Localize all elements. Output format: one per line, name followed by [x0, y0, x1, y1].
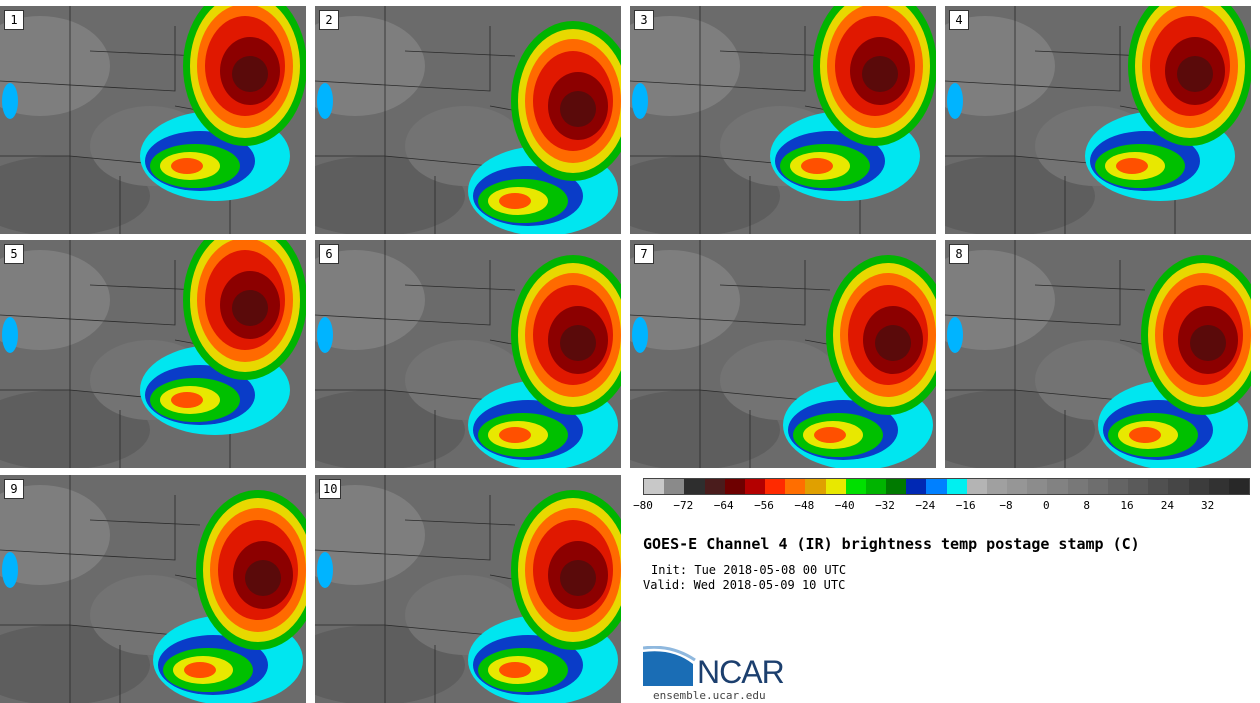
panel-number: 9: [4, 479, 24, 499]
valid-time: Valid: Wed 2018-05-09 10 UTC: [643, 578, 846, 592]
colorbar-swatch: [1107, 479, 1129, 494]
colorbar-swatch: [704, 479, 725, 494]
colorbar-tick-label: −32: [875, 499, 895, 512]
colorbar-tick-label: −56: [754, 499, 774, 512]
panel-number: 8: [949, 244, 969, 264]
colorbar-swatch: [1208, 479, 1229, 494]
colorbar-swatch: [845, 479, 866, 494]
ir-map: [0, 6, 306, 234]
colorbar-tick-label: 32: [1201, 499, 1215, 512]
colorbar-tick-label: −8: [999, 499, 1013, 512]
panel-number: 10: [319, 479, 342, 499]
colorbar-swatch: [906, 479, 927, 494]
colorbar-swatch: [1087, 479, 1108, 494]
colorbar-tick-label: 0: [1043, 499, 1050, 512]
colorbar-swatch: [1188, 479, 1209, 494]
colorbar-swatch: [1027, 479, 1048, 494]
figure-title: GOES-E Channel 4 (IR) brightness temp po…: [643, 535, 1140, 553]
colorbar-tick-label: 16: [1120, 499, 1134, 512]
colorbar-swatch: [1067, 479, 1088, 494]
ir-map: [630, 6, 936, 234]
ir-panel-5: 5: [0, 240, 306, 468]
ir-map: [315, 240, 621, 468]
panel-number: 3: [634, 10, 654, 30]
ir-panel-2: 2: [315, 6, 621, 234]
colorbar-swatch: [805, 479, 826, 494]
ir-map: [0, 240, 306, 468]
site-url: ensemble.ucar.edu: [653, 689, 766, 702]
colorbar-swatch: [1007, 479, 1028, 494]
colorbar-tick-label: −48: [794, 499, 815, 512]
init-time: Init: Tue 2018-05-08 00 UTC: [651, 563, 847, 577]
ir-map: [945, 240, 1251, 468]
colorbar-swatch: [644, 479, 665, 494]
colorbar-swatch: [765, 479, 786, 494]
colorbar-tick-label: −64: [713, 499, 734, 512]
colorbar-tick-label: −72: [673, 499, 694, 512]
ir-panel-6: 6: [315, 240, 621, 468]
colorbar-swatch: [1148, 479, 1169, 494]
colorbar-tick-label: −40: [834, 499, 855, 512]
ncar-logo-icon: [643, 646, 696, 686]
colorbar-swatch: [1168, 479, 1189, 494]
colorbar-tick-label: −80: [633, 499, 653, 512]
colorbar-swatch: [946, 479, 967, 494]
ir-map: [0, 475, 306, 703]
colorbar-swatch: [1047, 479, 1068, 494]
colorbar-tick-label: 8: [1083, 499, 1090, 512]
colorbar-tick-label: −24: [915, 499, 936, 512]
ir-panel-1: 1: [0, 6, 306, 234]
colorbar-swatch: [966, 479, 987, 494]
panel-number: 1: [4, 10, 24, 30]
ir-panel-7: 7: [630, 240, 936, 468]
colorbar-swatch: [865, 479, 887, 494]
colorbar-swatch: [785, 479, 806, 494]
colorbar-swatch: [825, 479, 846, 494]
colorbar-tick-label: −16: [955, 499, 976, 512]
ir-map: [630, 240, 936, 468]
colorbar-swatch: [1228, 479, 1250, 494]
ir-panel-9: 9: [0, 475, 306, 703]
ir-map: [945, 6, 1251, 234]
panel-number: 6: [319, 244, 339, 264]
colorbar-swatch: [1128, 479, 1149, 494]
ir-panel-10: 10: [315, 475, 621, 703]
colorbar-swatch: [886, 479, 907, 494]
colorbar-swatch: [664, 479, 685, 494]
panel-number: 2: [319, 10, 339, 30]
ir-map: [315, 475, 621, 703]
ir-panel-3: 3: [630, 6, 936, 234]
colorbar-tick-label: 24: [1160, 499, 1174, 512]
panel-number: 5: [4, 244, 24, 264]
panel-number: 7: [634, 244, 654, 264]
colorbar-swatch: [986, 479, 1008, 494]
colorbar-swatch: [724, 479, 745, 494]
ir-panel-4: 4: [945, 6, 1251, 234]
ncar-logo-text: NCAR: [697, 654, 785, 690]
temperature-colorbar: [643, 478, 1250, 495]
colorbar-swatch: [926, 479, 947, 494]
panel-number: 4: [949, 10, 969, 30]
ir-map: [315, 6, 621, 234]
colorbar-swatch: [684, 479, 705, 494]
colorbar-swatch: [744, 479, 766, 494]
ir-panel-8: 8: [945, 240, 1251, 468]
